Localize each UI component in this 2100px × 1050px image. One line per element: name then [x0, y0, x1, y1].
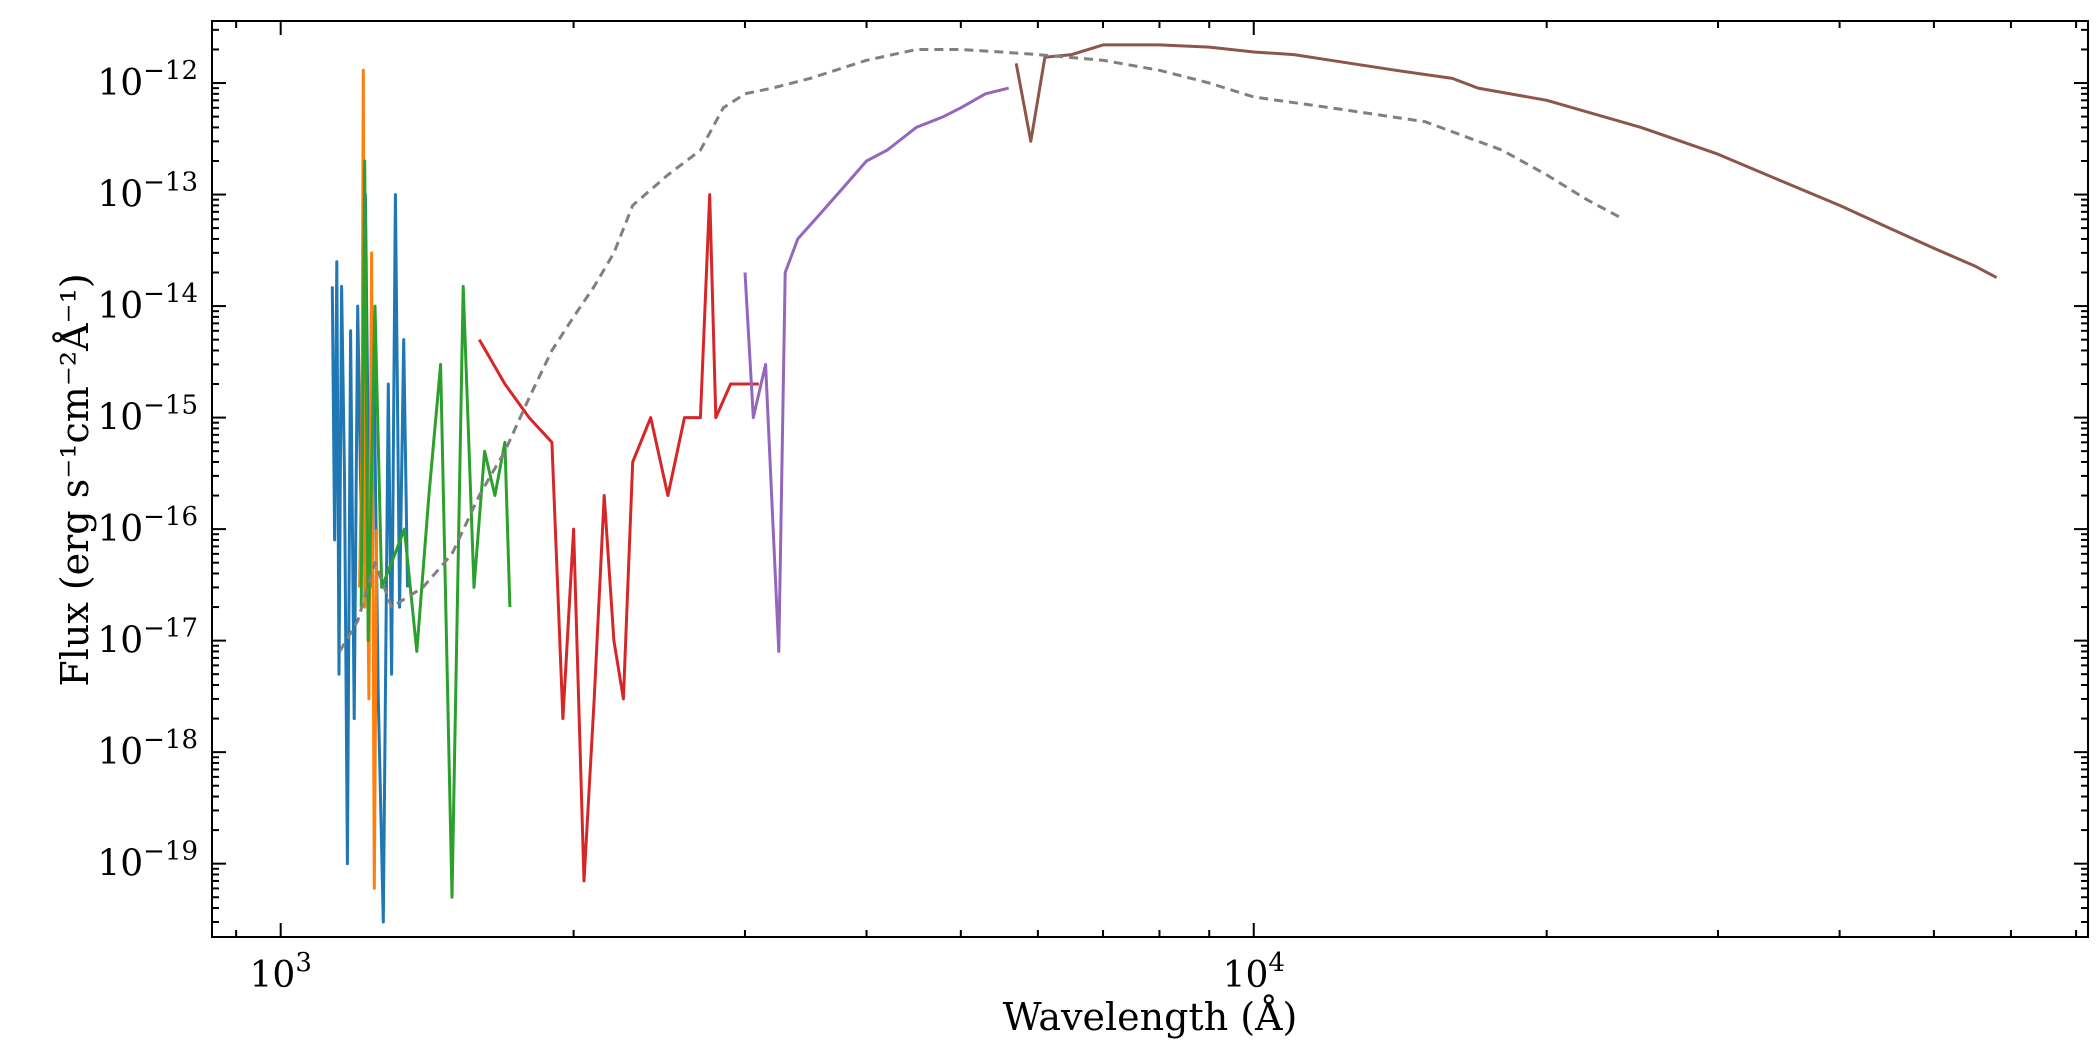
series-line-3 [359, 159, 512, 899]
x-tick-label: 104 [1223, 948, 1285, 996]
series-line-4 [478, 193, 759, 883]
series-line-5 [743, 86, 1010, 653]
series-line-7 [338, 48, 1625, 653]
y-tick-label: 10−18 [97, 725, 198, 773]
series-layer [330, 43, 1998, 924]
y-tick-label: 10−14 [97, 279, 198, 327]
x-axis-title: Wavelength (Å) [1003, 995, 1298, 1039]
ticks-layer: 103 104 10−12 10−13 10−14 10−15 10−16 10−17 10−1… [97, 21, 2088, 996]
y-tick-label: 10−16 [97, 502, 198, 550]
y-tick-label: 10−12 [97, 56, 198, 104]
plot-frame [211, 20, 2089, 938]
y-tick-label: 10−17 [97, 614, 198, 662]
y-axis-title: Flux (erg s⁻¹cm⁻²Å⁻¹) [53, 273, 97, 686]
x-tick-label: 103 [250, 948, 312, 996]
y-tick-label: 10−19 [97, 837, 198, 885]
y-tick-label: 10−13 [97, 168, 198, 216]
series-line-6 [1014, 43, 1998, 279]
y-tick-label: 10−15 [97, 391, 198, 439]
